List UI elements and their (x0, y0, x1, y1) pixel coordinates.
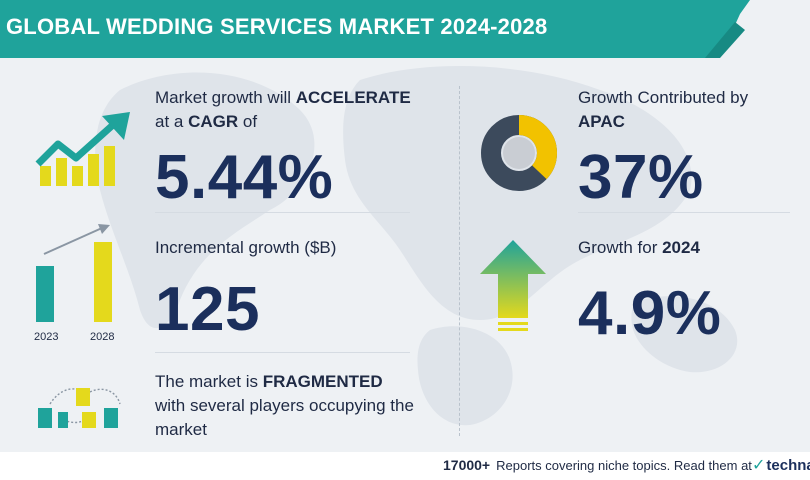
footer-bar: 17000+ Reports covering niche topics. Rea… (0, 452, 810, 480)
up-arrow-icon (480, 240, 546, 331)
divider (155, 352, 410, 353)
footer-text: 17000+ Reports covering niche topics. Rea… (443, 457, 752, 473)
page-title: GLOBAL WEDDING SERVICES MARKET 2024-2028 (6, 14, 548, 39)
incremental-value: 125 (155, 275, 260, 344)
cagr-label: Market growth will ACCELERATE at a CAGR … (155, 88, 411, 131)
donut-chart-icon (481, 115, 557, 191)
trend-arrow-icon (35, 112, 130, 186)
market-structure-label: The market is FRAGMENTED with several pl… (155, 372, 414, 439)
brand-mark-icon: ✓ (752, 457, 766, 474)
report-count: 17000+ (443, 457, 491, 473)
divider (578, 212, 790, 213)
year-label-start: 2023 (34, 331, 59, 343)
cagr-value: 5.44% (155, 143, 334, 212)
buildings-network-icon (38, 388, 121, 428)
title-banner (0, 0, 750, 58)
divider (155, 212, 410, 213)
incremental-label: Incremental growth ($B) (155, 238, 337, 257)
year-growth-value: 4.9% (578, 279, 722, 348)
bar-comparison-icon (36, 224, 112, 322)
region-value: 37% (578, 143, 704, 212)
brand-name: technav (766, 456, 810, 474)
year-label-end: 2028 (90, 331, 115, 343)
region-label: Growth Contributed by APAC (578, 88, 749, 131)
column-divider (459, 86, 460, 436)
brand-link[interactable]: ✓technav (752, 455, 810, 475)
footer-message: Reports covering niche topics. Read them… (496, 458, 752, 473)
year-growth-label: Growth for 2024 (578, 238, 700, 257)
